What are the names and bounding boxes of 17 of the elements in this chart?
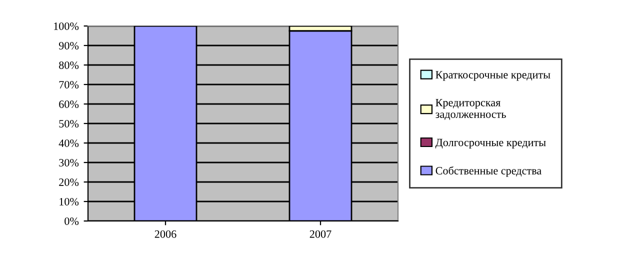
x-tick-label: 2006: [154, 230, 176, 238]
y-tick-label: 80%: [59, 61, 79, 69]
y-tick-label: 10%: [60, 198, 79, 206]
y-tick-label: 70%: [59, 80, 79, 88]
legend-label: Кредиторская задолженность: [436, 98, 506, 120]
y-tick-label: 0%: [64, 217, 79, 225]
y-tick-label: 30%: [59, 158, 79, 166]
legend-label: Краткосрочные кредиты: [436, 71, 550, 81]
y-tick-label: 100%: [54, 22, 79, 30]
legend-label: Собственные средства: [436, 166, 542, 177]
y-tick-label: 60%: [59, 100, 79, 108]
legend-label: Долгосрочные кредиты: [435, 138, 546, 148]
y-tick-label: 50%: [59, 120, 79, 128]
x-tick-label: 2007: [310, 230, 332, 238]
y-tick-label: 40%: [58, 139, 79, 147]
y-tick-label: 90%: [58, 42, 79, 50]
y-tick-label: 20%: [59, 178, 79, 186]
